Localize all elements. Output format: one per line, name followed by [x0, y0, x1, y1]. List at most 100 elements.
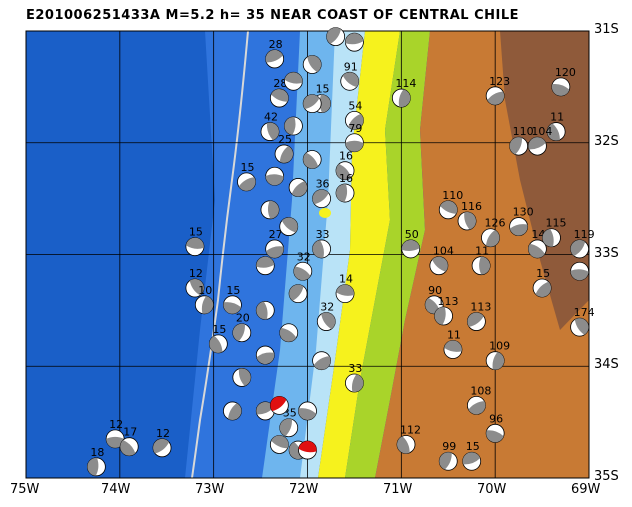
depth-label: 110 — [513, 125, 534, 138]
lat-label-31S: 31S — [594, 22, 619, 37]
beachball-compression — [279, 418, 292, 437]
focal-mechanism — [302, 150, 322, 169]
focal-mechanism: 11 — [546, 111, 566, 141]
depth-label: 28 — [269, 38, 283, 51]
depth-label: 110 — [442, 189, 463, 202]
beachball-compression — [434, 306, 446, 325]
depth-label: 99 — [442, 440, 456, 453]
focal-mechanism: 27 — [265, 228, 285, 259]
focal-mechanism: 42 — [260, 111, 280, 141]
beachball-compression — [326, 27, 341, 44]
beachball-compression — [397, 436, 410, 454]
beachball-compression — [348, 113, 364, 130]
focal-mechanism: 16 — [335, 172, 355, 203]
peaks-band — [500, 31, 589, 330]
beachball-compression — [291, 181, 308, 197]
focal-mechanism: 110 — [509, 125, 534, 156]
depth-label: 116 — [461, 200, 482, 213]
beachball-compression — [281, 217, 298, 233]
beachball-compression — [120, 440, 136, 456]
focal-mechanism: 15 — [185, 226, 205, 257]
depth-label: 15 — [316, 83, 330, 96]
depth-label: 42 — [264, 111, 278, 124]
lon-label-72W: 72W — [289, 482, 319, 497]
focal-mechanism: 54 — [345, 99, 364, 130]
depth-label: 10 — [198, 284, 212, 297]
beachball-compression — [425, 297, 440, 314]
focal-mechanism — [302, 55, 322, 74]
depth-label: 12 — [156, 427, 170, 440]
depth-label: 18 — [90, 446, 104, 459]
depth-label: 50 — [405, 228, 419, 241]
beachball-compression — [279, 327, 297, 342]
depth-label: 16 — [339, 150, 353, 163]
depth-label: 33 — [316, 228, 330, 241]
beachball-compression — [270, 396, 287, 412]
focal-mechanism — [288, 178, 308, 197]
focal-mechanism: 15 — [208, 323, 228, 354]
focal-mechanism — [345, 32, 364, 52]
focal-mechanism — [570, 261, 590, 281]
focal-mechanism — [284, 71, 303, 91]
focal-mechanism: 15 — [223, 284, 242, 315]
beachball-compression — [256, 256, 275, 268]
beachball-compression — [106, 436, 125, 448]
depth-label: 32 — [320, 301, 334, 314]
depth-label: 104 — [531, 125, 552, 138]
beachball-compression — [570, 269, 589, 281]
beachball-compression — [265, 246, 284, 258]
depth-label: 54 — [348, 99, 362, 112]
focal-mechanism: 109 — [485, 340, 510, 371]
focal-mechanism: 14 — [335, 273, 355, 304]
depth-label: 15 — [466, 440, 480, 453]
beachball-compression — [528, 243, 545, 258]
beachball-compression — [462, 452, 481, 465]
beachball-compression — [298, 408, 317, 420]
depth-label: 12 — [109, 418, 123, 431]
beachball-compression — [345, 140, 364, 152]
focal-mechanism — [232, 368, 252, 387]
beachball-compression — [492, 351, 505, 370]
lon-label-70W: 70W — [477, 482, 507, 497]
focal-mechanism: 33 — [345, 362, 364, 393]
beachball-compression — [321, 312, 336, 330]
depth-label: 12 — [189, 267, 203, 280]
focal-mechanism-highlight — [298, 440, 317, 460]
focal-mechanism — [255, 401, 275, 421]
focal-mechanism-highlight — [269, 395, 289, 415]
lon-label-75W: 75W — [10, 482, 40, 497]
beachball-compression — [298, 441, 317, 453]
beachball-compression — [551, 83, 570, 96]
focal-mechanism: 91 — [340, 60, 360, 91]
focal-mechanism — [269, 435, 289, 454]
focal-mechanism: 110 — [438, 189, 463, 220]
focal-mechanism — [312, 351, 331, 371]
focal-mechanism: 18 — [86, 446, 106, 477]
focal-mechanism: 25 — [274, 133, 294, 164]
beachball-compression — [266, 122, 279, 141]
depth-label: 115 — [545, 217, 566, 230]
focal-mechanism — [284, 116, 303, 136]
focal-mechanism: 10 — [194, 284, 214, 315]
beachball-compression — [401, 239, 420, 251]
depth-label: 120 — [555, 66, 576, 79]
focal-mechanism: 79 — [345, 122, 364, 153]
beachball-compression — [398, 89, 411, 108]
depth-label: 90 — [428, 284, 442, 297]
focal-mechanism: 11 — [471, 245, 491, 276]
depth-label: 11 — [550, 111, 564, 124]
depth-label: 15 — [241, 161, 255, 174]
beachball-compression — [303, 152, 319, 169]
lake — [319, 208, 331, 218]
beachball-compression — [547, 123, 560, 141]
event-title: E201006251433A M=5.2 h= 35 NEAR COAST OF… — [26, 8, 520, 23]
focal-mechanism: 116 — [457, 200, 482, 231]
depth-label: 104 — [433, 245, 454, 258]
focal-mechanism: 16 — [335, 150, 355, 181]
depth-label: 123 — [489, 75, 510, 88]
beachball-compression — [153, 438, 170, 454]
depth-label: 15 — [212, 323, 226, 336]
focal-mechanism: 119 — [570, 228, 595, 259]
beachball-compression — [312, 240, 324, 258]
beachball-compression — [542, 228, 554, 247]
